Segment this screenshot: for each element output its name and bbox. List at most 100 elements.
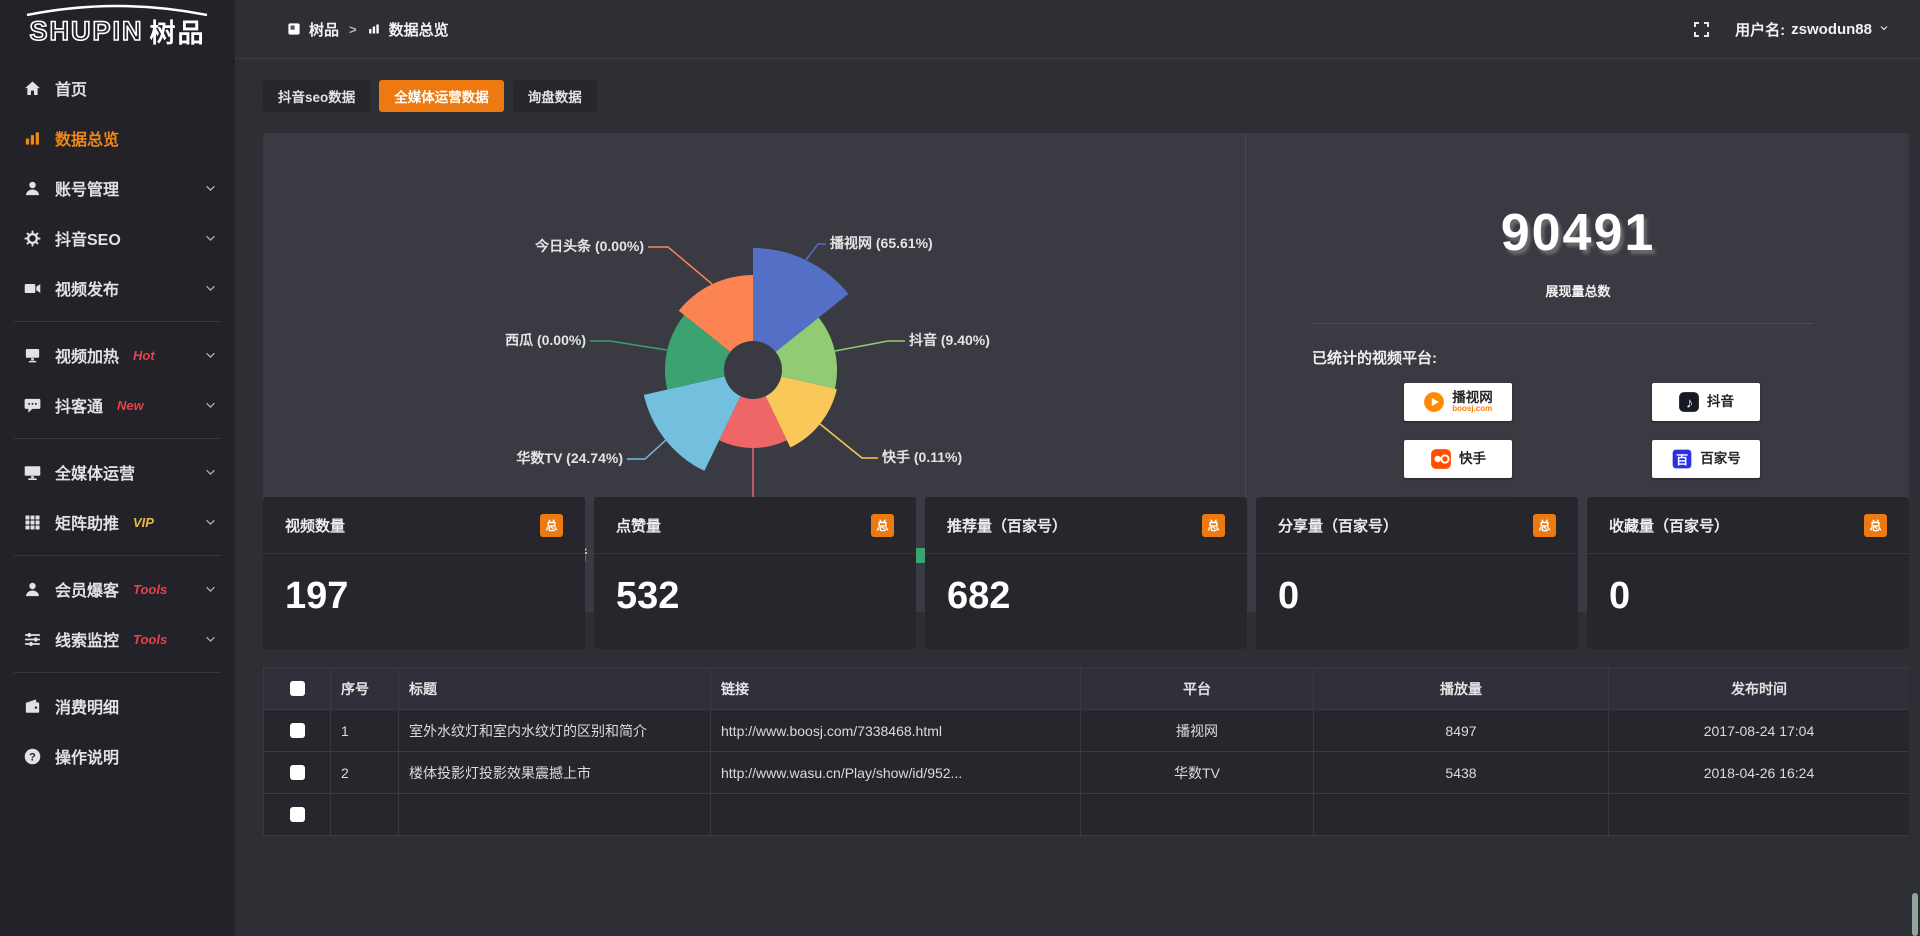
table-header-row: 序号 标题 链接 平台 播放量 发布时间 [263, 667, 1909, 710]
pie-label-line [590, 340, 668, 351]
sidebar-item-icon [23, 463, 42, 482]
header-link[interactable]: 链接 [710, 667, 1081, 710]
sidebar: SHUPIN 树品 首页 数据总览 [0, 0, 235, 936]
breadcrumb-current[interactable]: 数据总览 [388, 21, 449, 39]
stat-total-badge[interactable]: 总 [1533, 513, 1556, 537]
platform-share-chart: 播视网 (65.61%)抖音 (9.40%)快手 (0.11%)百家号 (0.1… [263, 133, 1245, 612]
cell-platform: 华数TV [1080, 751, 1314, 794]
cell-plays: 5438 [1313, 751, 1609, 794]
sidebar-item[interactable]: 数据总览 [0, 113, 235, 163]
header-time[interactable]: 发布时间 [1608, 667, 1909, 710]
sidebar-entry: 线索监控 Tools [0, 614, 235, 664]
row-checkbox[interactable] [289, 765, 305, 780]
platform-badge[interactable]: 播视网 boosj.com [1404, 383, 1512, 421]
topbar: 树品 > 数据总览 用户名: zswodun88 [235, 0, 1920, 59]
sidebar-item-label: 全媒体运营 [55, 466, 136, 483]
stat-total-badge[interactable]: 总 [1864, 513, 1887, 537]
scrollbar-thumb[interactable] [1912, 893, 1918, 936]
pie-label-line [805, 243, 826, 261]
cell-title[interactable]: 楼体投影灯投影效果震撼上市 [398, 751, 711, 794]
pie-label: 今日头条 (0.00%) [534, 238, 644, 254]
sidebar-item-icon [23, 630, 42, 649]
fullscreen-icon[interactable] [1694, 21, 1710, 37]
pie-label: 华数TV (24.74%) [516, 450, 623, 466]
sidebar-item-icon [23, 580, 42, 599]
sidebar-entry: 全媒体运营 [0, 447, 235, 497]
sidebar-item[interactable]: 矩阵助推 VIP [0, 497, 235, 547]
breadcrumb-root[interactable]: 树品 [309, 21, 340, 39]
cell-title[interactable]: 室外水纹灯和室内水纹灯的区别和简介 [398, 709, 711, 752]
platform-badge[interactable]: 百 百家号 [1652, 440, 1760, 478]
breadcrumb: 树品 > 数据总览 [287, 19, 449, 40]
sidebar-item[interactable]: 首页 [0, 63, 235, 113]
stat-total-badge[interactable]: 总 [871, 513, 894, 537]
stat-card: 推荐量（百家号） 总 682 [925, 497, 1247, 649]
chevron-down-icon [204, 232, 217, 245]
pie-slice-播视网[interactable] [753, 248, 849, 352]
platform-badge[interactable]: 快手 [1404, 440, 1512, 478]
cell-link[interactable]: http://www.wasu.cn/Play/show/id/952... [710, 751, 1081, 794]
stat-total-badge[interactable]: 总 [1202, 513, 1225, 537]
header-platform[interactable]: 平台 [1080, 667, 1314, 710]
pie-slice-今日头条[interactable] [678, 275, 753, 352]
header-seq[interactable]: 序号 [330, 667, 399, 710]
sidebar-item[interactable]: 消费明细 [0, 681, 235, 731]
svg-text:♪: ♪ [1686, 396, 1693, 412]
pie-slice-百家号[interactable] [719, 396, 787, 449]
tab[interactable]: 抖音seo数据 [263, 80, 371, 112]
platform-badge[interactable]: ♪ 抖音 [1652, 383, 1760, 421]
table-row: 1 室外水纹灯和室内水纹灯的区别和简介 http://www.boosj.com… [263, 709, 1909, 752]
stat-card-value: 0 [1609, 575, 1631, 617]
tab[interactable]: 询盘数据 [512, 80, 597, 112]
sidebar-item[interactable]: 视频发布 [0, 263, 235, 313]
sidebar-item[interactable]: 全媒体运营 [0, 447, 235, 497]
stat-card-value: 532 [616, 575, 680, 617]
sidebar-item[interactable]: 抖客通 New [0, 380, 235, 430]
header-title[interactable]: 标题 [398, 667, 711, 710]
platform-badge-label: 快手 [1459, 450, 1486, 466]
cell-seq: 2 [330, 751, 399, 794]
platform-logo-icon: ♪ [1678, 391, 1700, 413]
stat-card-value: 0 [1278, 575, 1300, 617]
sidebar-item-icon [23, 179, 42, 198]
stat-card-value: 197 [285, 575, 349, 617]
svg-text:百: 百 [1676, 453, 1688, 467]
sidebar-item[interactable]: 抖音SEO [0, 213, 235, 263]
sidebar-item[interactable]: 会员爆客 Tools [0, 564, 235, 614]
pie-slice-华数TV[interactable] [643, 376, 741, 471]
sidebar-item[interactable]: 线索监控 Tools [0, 614, 235, 664]
sidebar-entry: 首页 [0, 63, 235, 113]
pie-slice-抖音[interactable] [775, 317, 837, 389]
cell-time: 2017-08-24 17:04 [1608, 709, 1909, 752]
header-plays[interactable]: 播放量 [1313, 667, 1609, 710]
sidebar-item[interactable]: 视频加热 Hot [0, 330, 235, 380]
chevron-down-icon [204, 349, 217, 362]
row-checkbox[interactable] [289, 807, 305, 822]
user-menu[interactable]: 用户名: zswodun88 [1735, 19, 1890, 40]
pie-label-line [627, 439, 667, 460]
row-checkbox[interactable] [289, 723, 305, 738]
tab[interactable]: 全媒体运营数据 [379, 80, 504, 112]
user-label: 用户名: [1735, 21, 1786, 39]
stat-card-label: 点赞量 [616, 517, 662, 535]
sidebar-item-label: 会员爆客 [55, 583, 120, 600]
cell-platform: 播视网 [1080, 709, 1314, 752]
sidebar-entry: 视频加热 Hot [0, 330, 235, 380]
stat-total-badge[interactable]: 总 [540, 513, 563, 537]
sidebar-entry [0, 321, 235, 322]
total-impressions-label: 展现量总数 [1545, 284, 1611, 299]
sidebar-divider [14, 438, 221, 439]
sidebar-entry: 账号管理 [0, 163, 235, 213]
sidebar-item-label: 视频加热 [55, 349, 120, 366]
sidebar-item-label: 视频发布 [55, 282, 120, 299]
pie-slice-西瓜[interactable] [665, 315, 731, 390]
select-all-checkbox[interactable] [289, 681, 305, 696]
username-value: zswodun88 [1791, 20, 1872, 38]
cell-link[interactable]: http://www.boosj.com/7338468.html [710, 709, 1081, 752]
pie-label: 快手 (0.11%) [882, 449, 962, 465]
sidebar-item[interactable]: ? 操作说明 [0, 731, 235, 781]
pie-slice-快手[interactable] [765, 376, 837, 448]
stat-card-value: 682 [947, 575, 1011, 617]
sidebar-item[interactable]: 账号管理 [0, 163, 235, 213]
rose-pie-chart[interactable]: 播视网 (65.61%)抖音 (9.40%)快手 (0.11%)百家号 (0.1… [263, 133, 1245, 612]
